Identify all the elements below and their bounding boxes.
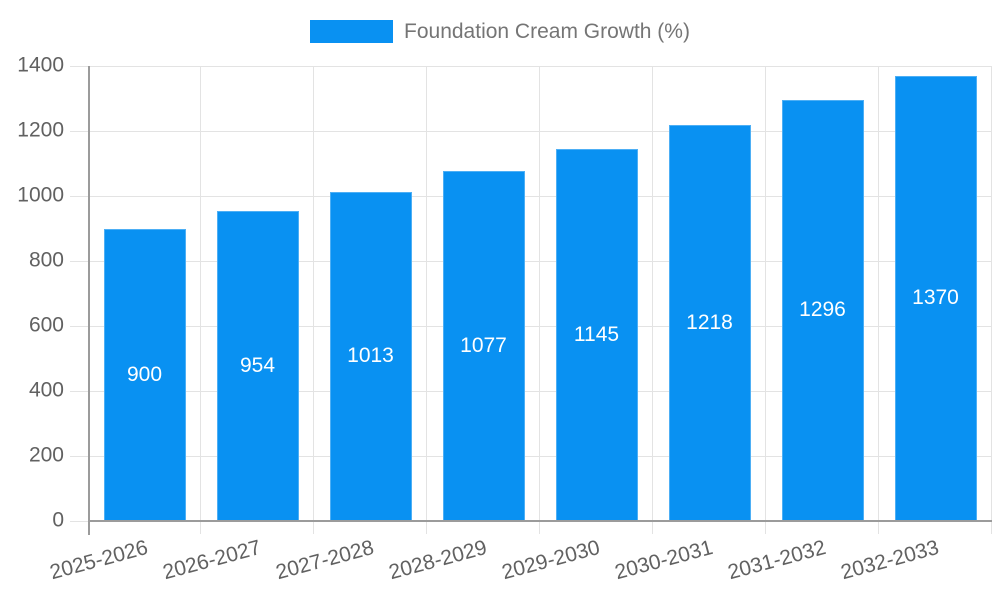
y-tick-label: 200 (28, 443, 64, 467)
y-tick-mark (70, 326, 88, 327)
bar-value-label: 1218 (686, 311, 733, 335)
bar: 1218 (668, 125, 751, 521)
bar: 1145 (555, 148, 638, 521)
legend-label: Foundation Cream Growth (%) (404, 20, 690, 43)
x-tick-mark (991, 522, 992, 534)
y-tick-label: 400 (28, 378, 64, 402)
legend-swatch (310, 20, 394, 43)
v-gridline (991, 66, 992, 521)
bar-value-label: 1145 (573, 322, 620, 346)
bar: 1077 (442, 170, 525, 521)
h-gridline (88, 456, 992, 457)
bar-value-label: 954 (239, 353, 276, 377)
plot-area: 900 954 1013 1077 1145 1218 1296 1370 0 200 400 60… (17, 54, 992, 584)
y-tick-mark (70, 521, 88, 522)
x-tick-mark (652, 522, 653, 534)
x-axis-line (88, 520, 992, 522)
bar: 1370 (894, 75, 977, 521)
bar-value-label: 900 (126, 362, 163, 386)
h-gridline (88, 196, 992, 197)
bar-value-label: 1013 (347, 344, 394, 368)
bar: 900 (103, 228, 186, 521)
v-gridline (765, 66, 766, 521)
y-tick-mark (70, 196, 88, 197)
legend: Foundation Cream Growth (%) (0, 20, 1000, 43)
x-tick-label: 2025-2026 (47, 536, 151, 585)
bar: 954 (216, 210, 299, 521)
x-tick-mark (765, 522, 766, 534)
v-gridline (426, 66, 427, 521)
h-gridline (88, 261, 992, 262)
x-tick-label: 2032-2033 (838, 536, 942, 585)
y-tick-label: 600 (28, 313, 64, 337)
bar: 1013 (329, 191, 412, 521)
y-tick-label: 800 (28, 248, 64, 272)
bar-value-label: 1077 (460, 333, 507, 357)
y-tick-mark (70, 456, 88, 457)
y-tick-mark (70, 391, 88, 392)
x-tick-label: 2028-2029 (386, 536, 490, 585)
h-gridline (88, 326, 992, 327)
v-gridline (539, 66, 540, 521)
x-tick-mark (200, 522, 201, 534)
x-tick-label: 2030-2031 (612, 536, 716, 585)
x-tick-mark (313, 522, 314, 534)
y-tick-mark (70, 66, 88, 67)
y-tick-label: 1400 (17, 53, 64, 77)
y-axis-line (88, 66, 90, 535)
x-tick-label: 2026-2027 (160, 536, 264, 585)
y-tick-label: 0 (52, 508, 64, 532)
h-gridline (88, 131, 992, 132)
bar-value-label: 1370 (912, 286, 959, 310)
v-gridline (878, 66, 879, 521)
v-gridline (200, 66, 201, 521)
x-tick-mark (426, 522, 427, 534)
x-tick-label: 2027-2028 (273, 536, 377, 585)
x-tick-label: 2029-2030 (499, 536, 603, 585)
y-tick-mark (70, 261, 88, 262)
y-tick-mark (70, 131, 88, 132)
bar-value-label: 1296 (799, 298, 846, 322)
y-tick-label: 1200 (17, 118, 64, 142)
x-tick-mark (878, 522, 879, 534)
bar: 1296 (781, 99, 864, 521)
v-gridline (313, 66, 314, 521)
y-tick-label: 1000 (17, 183, 64, 207)
x-tick-mark (539, 522, 540, 534)
x-tick-label: 2031-2032 (725, 536, 829, 585)
h-gridline (88, 66, 992, 67)
h-gridline (88, 391, 992, 392)
v-gridline (652, 66, 653, 521)
